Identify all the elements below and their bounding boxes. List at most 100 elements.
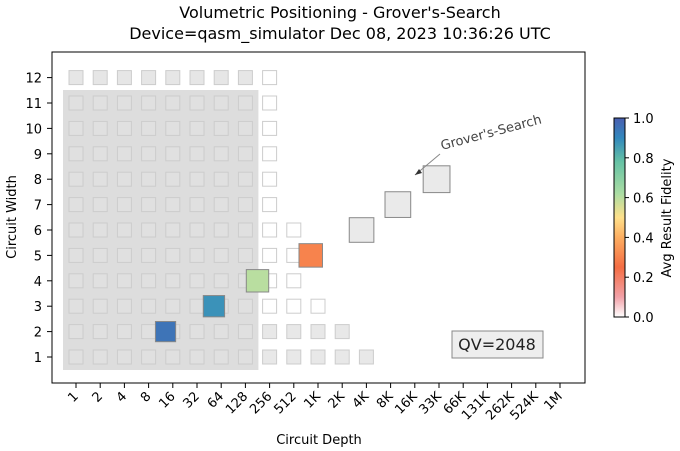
grid-cell (116, 95, 132, 111)
data-point (298, 243, 323, 268)
grid-cell (237, 298, 253, 314)
x-tick-label: 8 (138, 389, 154, 405)
grid-cell (165, 197, 181, 213)
grid-cell (92, 120, 108, 136)
grid-cell (262, 222, 278, 238)
qv-label: QV=2048 (458, 335, 536, 354)
y-tick-label: 1 (34, 351, 42, 366)
grid-cell (141, 146, 157, 162)
grid-cell (189, 247, 205, 263)
x-tick-label: 2K (326, 389, 349, 412)
grid-cell (262, 95, 278, 111)
grid-cell (116, 247, 132, 263)
grid-cell (262, 146, 278, 162)
colorbar-tick-label: 0.2 (633, 271, 654, 286)
grid-cell (189, 273, 205, 289)
grid-cell (92, 146, 108, 162)
grid-cell (358, 349, 374, 365)
grid-cell (68, 95, 84, 111)
grid-cell (237, 349, 253, 365)
grid-cell (68, 70, 84, 86)
grid-cell (237, 247, 253, 263)
grid-cell (262, 298, 278, 314)
grid-cell (262, 120, 278, 136)
grid-cell (286, 349, 302, 365)
grid-cell (92, 298, 108, 314)
grid-cell (141, 298, 157, 314)
grid-cell (116, 349, 132, 365)
grid-cell (237, 95, 253, 111)
grid-cell (116, 324, 132, 340)
grid-cell (213, 324, 229, 340)
grid-cell (68, 197, 84, 213)
y-axis-label: Circuit Width (5, 175, 20, 259)
grid-cell (92, 197, 108, 213)
grid-cell (334, 324, 350, 340)
grid-cell (141, 95, 157, 111)
x-tick-label: 1K (301, 389, 324, 412)
grid-cell (165, 222, 181, 238)
grid-cell (189, 197, 205, 213)
grid-cell (92, 222, 108, 238)
x-tick-label: 2 (90, 389, 106, 405)
grid-cell (262, 324, 278, 340)
colorbar-gradient (613, 117, 626, 318)
data-point (384, 191, 412, 218)
x-tick-label: 128 (223, 389, 251, 417)
grid-cell (310, 349, 326, 365)
y-tick-label: 10 (25, 122, 42, 137)
x-axis-label: Circuit Depth (276, 433, 362, 448)
grid-cell (189, 349, 205, 365)
grid-cell (116, 197, 132, 213)
grid-cell (213, 273, 229, 289)
grid-cell (92, 324, 108, 340)
colorbar-tick-label: 0.8 (633, 152, 654, 167)
grid-cell (141, 171, 157, 187)
y-tick-label: 11 (25, 97, 42, 112)
grid-cell (334, 349, 350, 365)
grid-cell (189, 324, 205, 340)
y-tick-label: 9 (34, 148, 42, 163)
grid-cell (68, 324, 84, 340)
grid-cell (141, 222, 157, 238)
x-tick-label: 4K (350, 389, 373, 412)
grid-cell (165, 146, 181, 162)
x-tick-label: 1M (541, 389, 565, 413)
grid-cell (165, 298, 181, 314)
grid-cell (286, 298, 302, 314)
grid-cell (262, 171, 278, 187)
grid-cell (286, 273, 302, 289)
grid-cell (262, 197, 278, 213)
grid-cell (68, 298, 84, 314)
grid-cell (213, 222, 229, 238)
grid-cell (310, 324, 326, 340)
y-tick-label: 12 (25, 72, 42, 87)
grid-cell (141, 324, 157, 340)
grid-cell (213, 95, 229, 111)
grid-cell (262, 349, 278, 365)
grid-cell (237, 120, 253, 136)
grid-cell (92, 247, 108, 263)
colorbar-tick-label: 0.4 (633, 231, 654, 246)
grid-cell (310, 298, 326, 314)
qv-box: QV=2048 (451, 330, 544, 359)
grid-cell (213, 247, 229, 263)
grid-cell (213, 197, 229, 213)
grid-cell (116, 146, 132, 162)
x-tick-label: 1 (65, 389, 81, 405)
grid-cell (213, 120, 229, 136)
grid-cell (165, 120, 181, 136)
x-tick-label: 32 (181, 389, 203, 411)
x-tick-label: 524K (507, 389, 542, 424)
grid-cell (213, 70, 229, 86)
grid-cell (286, 324, 302, 340)
colorbar: 0.0 0.2 0.4 0.6 0.8 1.0 Avg Result Fidelity (613, 112, 675, 326)
grid-cell (237, 171, 253, 187)
grid-cell (213, 349, 229, 365)
grid-cell (165, 349, 181, 365)
grid-cell (68, 120, 84, 136)
x-tick-label: 256 (247, 389, 275, 417)
